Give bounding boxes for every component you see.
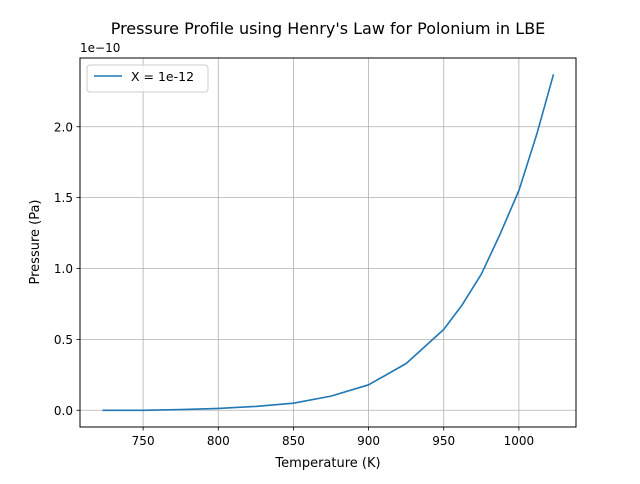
x-tick-label: 950 (432, 434, 455, 448)
grid-layer (80, 58, 576, 427)
plot-frame (79, 57, 577, 428)
legend: X = 1e-12 (86, 64, 209, 93)
x-tick-label: 1000 (504, 434, 535, 448)
y-tick-label: 1.5 (54, 191, 73, 205)
x-axis-label: Temperature (K) (274, 456, 380, 471)
x-tick-label: 850 (282, 434, 305, 448)
x-tick-label: 750 (132, 434, 155, 448)
x-tick-label: 800 (207, 434, 230, 448)
y-tick-label: 0.5 (54, 333, 73, 347)
y-offset-label: 1e−10 (80, 41, 120, 55)
chart-title: Pressure Profile using Henry's Law for P… (111, 19, 546, 38)
legend-label: X = 1e-12 (131, 69, 194, 84)
y-axis-label: Pressure (Pa) (28, 199, 43, 284)
legend-box (86, 64, 209, 93)
tick-layer: 750 800 850 900 950 1000 0.0 0.5 1.0 1.5 2.0 (54, 120, 534, 448)
series-layer (102, 74, 555, 412)
x-tick-label: 900 (357, 434, 380, 448)
y-tick-label: 2.0 (54, 120, 73, 134)
series-line (102, 74, 555, 412)
y-tick-label: 1.0 (54, 262, 73, 276)
y-tick-label: 0.0 (54, 404, 73, 418)
